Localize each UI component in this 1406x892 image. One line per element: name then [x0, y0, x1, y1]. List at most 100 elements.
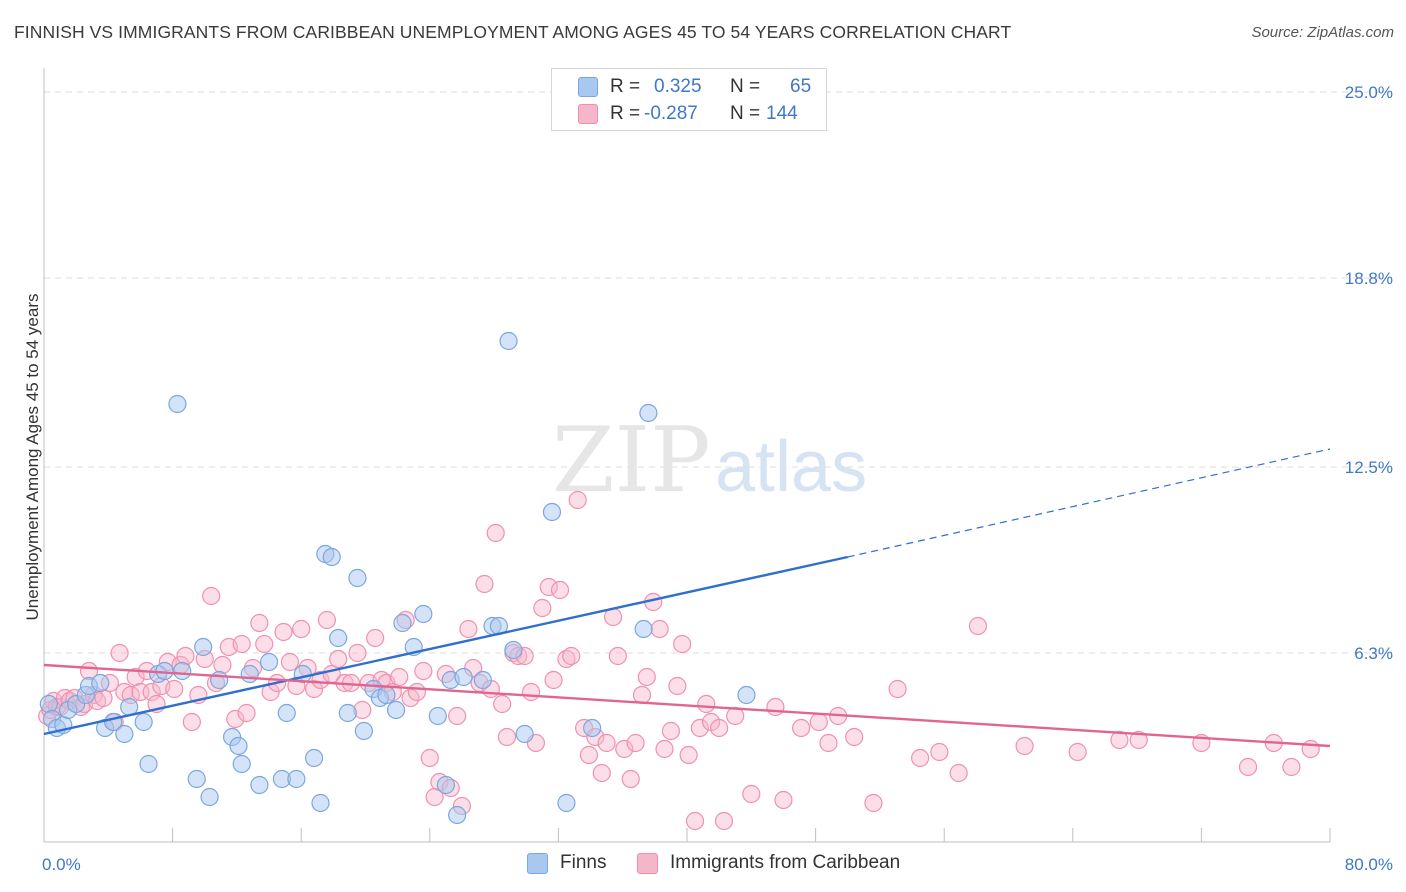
x-tick-label: 80.0%: [1345, 855, 1393, 874]
finns-point: [436, 775, 455, 795]
caribbean-point: [1015, 736, 1034, 756]
finns-point: [229, 736, 248, 756]
caribbean-point: [679, 745, 698, 765]
caribbean-point: [311, 670, 330, 690]
watermark: ZIP atlas: [552, 408, 867, 513]
caribbean-point: [685, 811, 705, 831]
finns-point: [473, 670, 492, 690]
caribbean-point: [304, 679, 324, 699]
caribbean-point: [597, 733, 616, 753]
caribbean-point: [202, 586, 221, 606]
caribbean-point: [626, 733, 645, 753]
caribbean-point: [1301, 739, 1320, 759]
caribbean-point: [329, 649, 348, 669]
finns-point: [187, 769, 206, 789]
finns-point: [311, 793, 330, 813]
legend-r-value-finns: 0.325: [654, 76, 702, 97]
caribbean-point: [910, 748, 930, 768]
y-tick-label: 6.3%: [1354, 644, 1393, 663]
legend-n-label: N =: [730, 76, 761, 97]
watermark-atlas: atlas: [715, 427, 867, 507]
chart-title: FINNISH VS IMMIGRANTS FROM CARIBBEAN UNE…: [14, 22, 1012, 42]
finns-point: [250, 775, 269, 795]
caribbean-point: [557, 649, 576, 669]
caribbean-point: [544, 670, 563, 690]
legend-r-label: R =: [610, 76, 641, 97]
caribbean-point: [668, 676, 687, 696]
bottom-legend-label-finns: Finns: [560, 852, 607, 873]
caribbean-point: [539, 577, 558, 597]
legend-swatch-caribbean: [578, 104, 598, 124]
finns-point: [504, 640, 523, 660]
caribbean-point: [562, 646, 581, 666]
finns-point: [155, 661, 174, 681]
caribbean-trend-line: [43, 663, 1331, 748]
caribbean-point: [592, 763, 611, 783]
x-tick-labels: 0.0% 80.0%: [42, 855, 1393, 874]
finns-point: [322, 547, 341, 567]
finns-trend-extension: [847, 448, 1331, 558]
finns-point: [232, 754, 251, 774]
bottom-legend-swatch-finns: [527, 852, 548, 874]
finns-point: [354, 721, 373, 741]
caribbean-point: [274, 622, 293, 642]
finns-point: [304, 748, 324, 768]
caribbean-point: [1238, 757, 1258, 777]
trend-lines: [43, 448, 1331, 748]
caribbean-point: [292, 619, 311, 639]
legend-n-value-finns: 65: [790, 76, 812, 97]
caribbean-point: [182, 712, 201, 732]
caribbean-point: [819, 733, 838, 753]
bottom-legend: Finns Immigrants from Caribbean: [0, 852, 1406, 878]
finns-point: [393, 613, 412, 633]
finns-point: [200, 787, 219, 807]
caribbean-point: [621, 769, 640, 789]
caribbean-point: [420, 748, 439, 768]
finns-point: [386, 700, 406, 720]
finns-point: [259, 652, 279, 672]
legend-r-label: R =: [610, 103, 641, 124]
caribbean-point: [766, 697, 785, 717]
caribbean-point: [930, 742, 949, 762]
caribbean-point: [579, 745, 599, 765]
finns-point: [134, 712, 153, 732]
y-tick-label: 18.8%: [1345, 269, 1393, 288]
caribbean-point: [521, 682, 541, 702]
x-tick-label: 0.0%: [42, 855, 81, 874]
caribbean-point: [142, 682, 161, 702]
y-axis-label: Unemployment Among Ages 45 to 54 years: [23, 294, 42, 621]
caribbean-point: [176, 646, 195, 666]
caribbean-point: [809, 712, 828, 732]
finns-point: [277, 703, 296, 723]
caribbean-point: [280, 652, 300, 672]
finns-point: [557, 793, 576, 813]
legend-n-value-caribbean: 144: [766, 103, 798, 124]
finns-trend-line: [43, 555, 849, 736]
caribbean-point: [237, 703, 256, 723]
axes: [43, 68, 1331, 843]
caribbean-point: [448, 706, 467, 726]
legend-r-value-caribbean: -0.287: [644, 103, 698, 124]
y-tick-labels: 6.3% 12.5% 18.8% 25.0%: [1345, 83, 1393, 663]
caribbean-point: [533, 598, 552, 618]
caribbean-point: [550, 580, 570, 600]
finns-point: [583, 718, 602, 738]
source-credit: Source: ZipAtlas.com: [1251, 24, 1394, 41]
caribbean-point: [714, 811, 734, 831]
watermark-zip: ZIP: [552, 408, 711, 513]
caribbean-point: [165, 679, 184, 699]
caribbean-point: [661, 721, 681, 741]
caribbean-point: [250, 613, 269, 633]
caribbean-point: [1110, 730, 1129, 750]
finns-point: [91, 673, 110, 693]
caribbean-point: [110, 643, 129, 663]
legend-n-label: N =: [730, 103, 761, 124]
finns-point: [194, 637, 213, 657]
caribbean-point: [845, 727, 864, 747]
caribbean-point: [637, 667, 656, 687]
caribbean-point: [568, 490, 587, 510]
finns-point: [634, 619, 653, 639]
y-tick-label: 25.0%: [1345, 83, 1393, 102]
finns-point: [115, 724, 134, 744]
caribbean-point: [213, 655, 232, 675]
